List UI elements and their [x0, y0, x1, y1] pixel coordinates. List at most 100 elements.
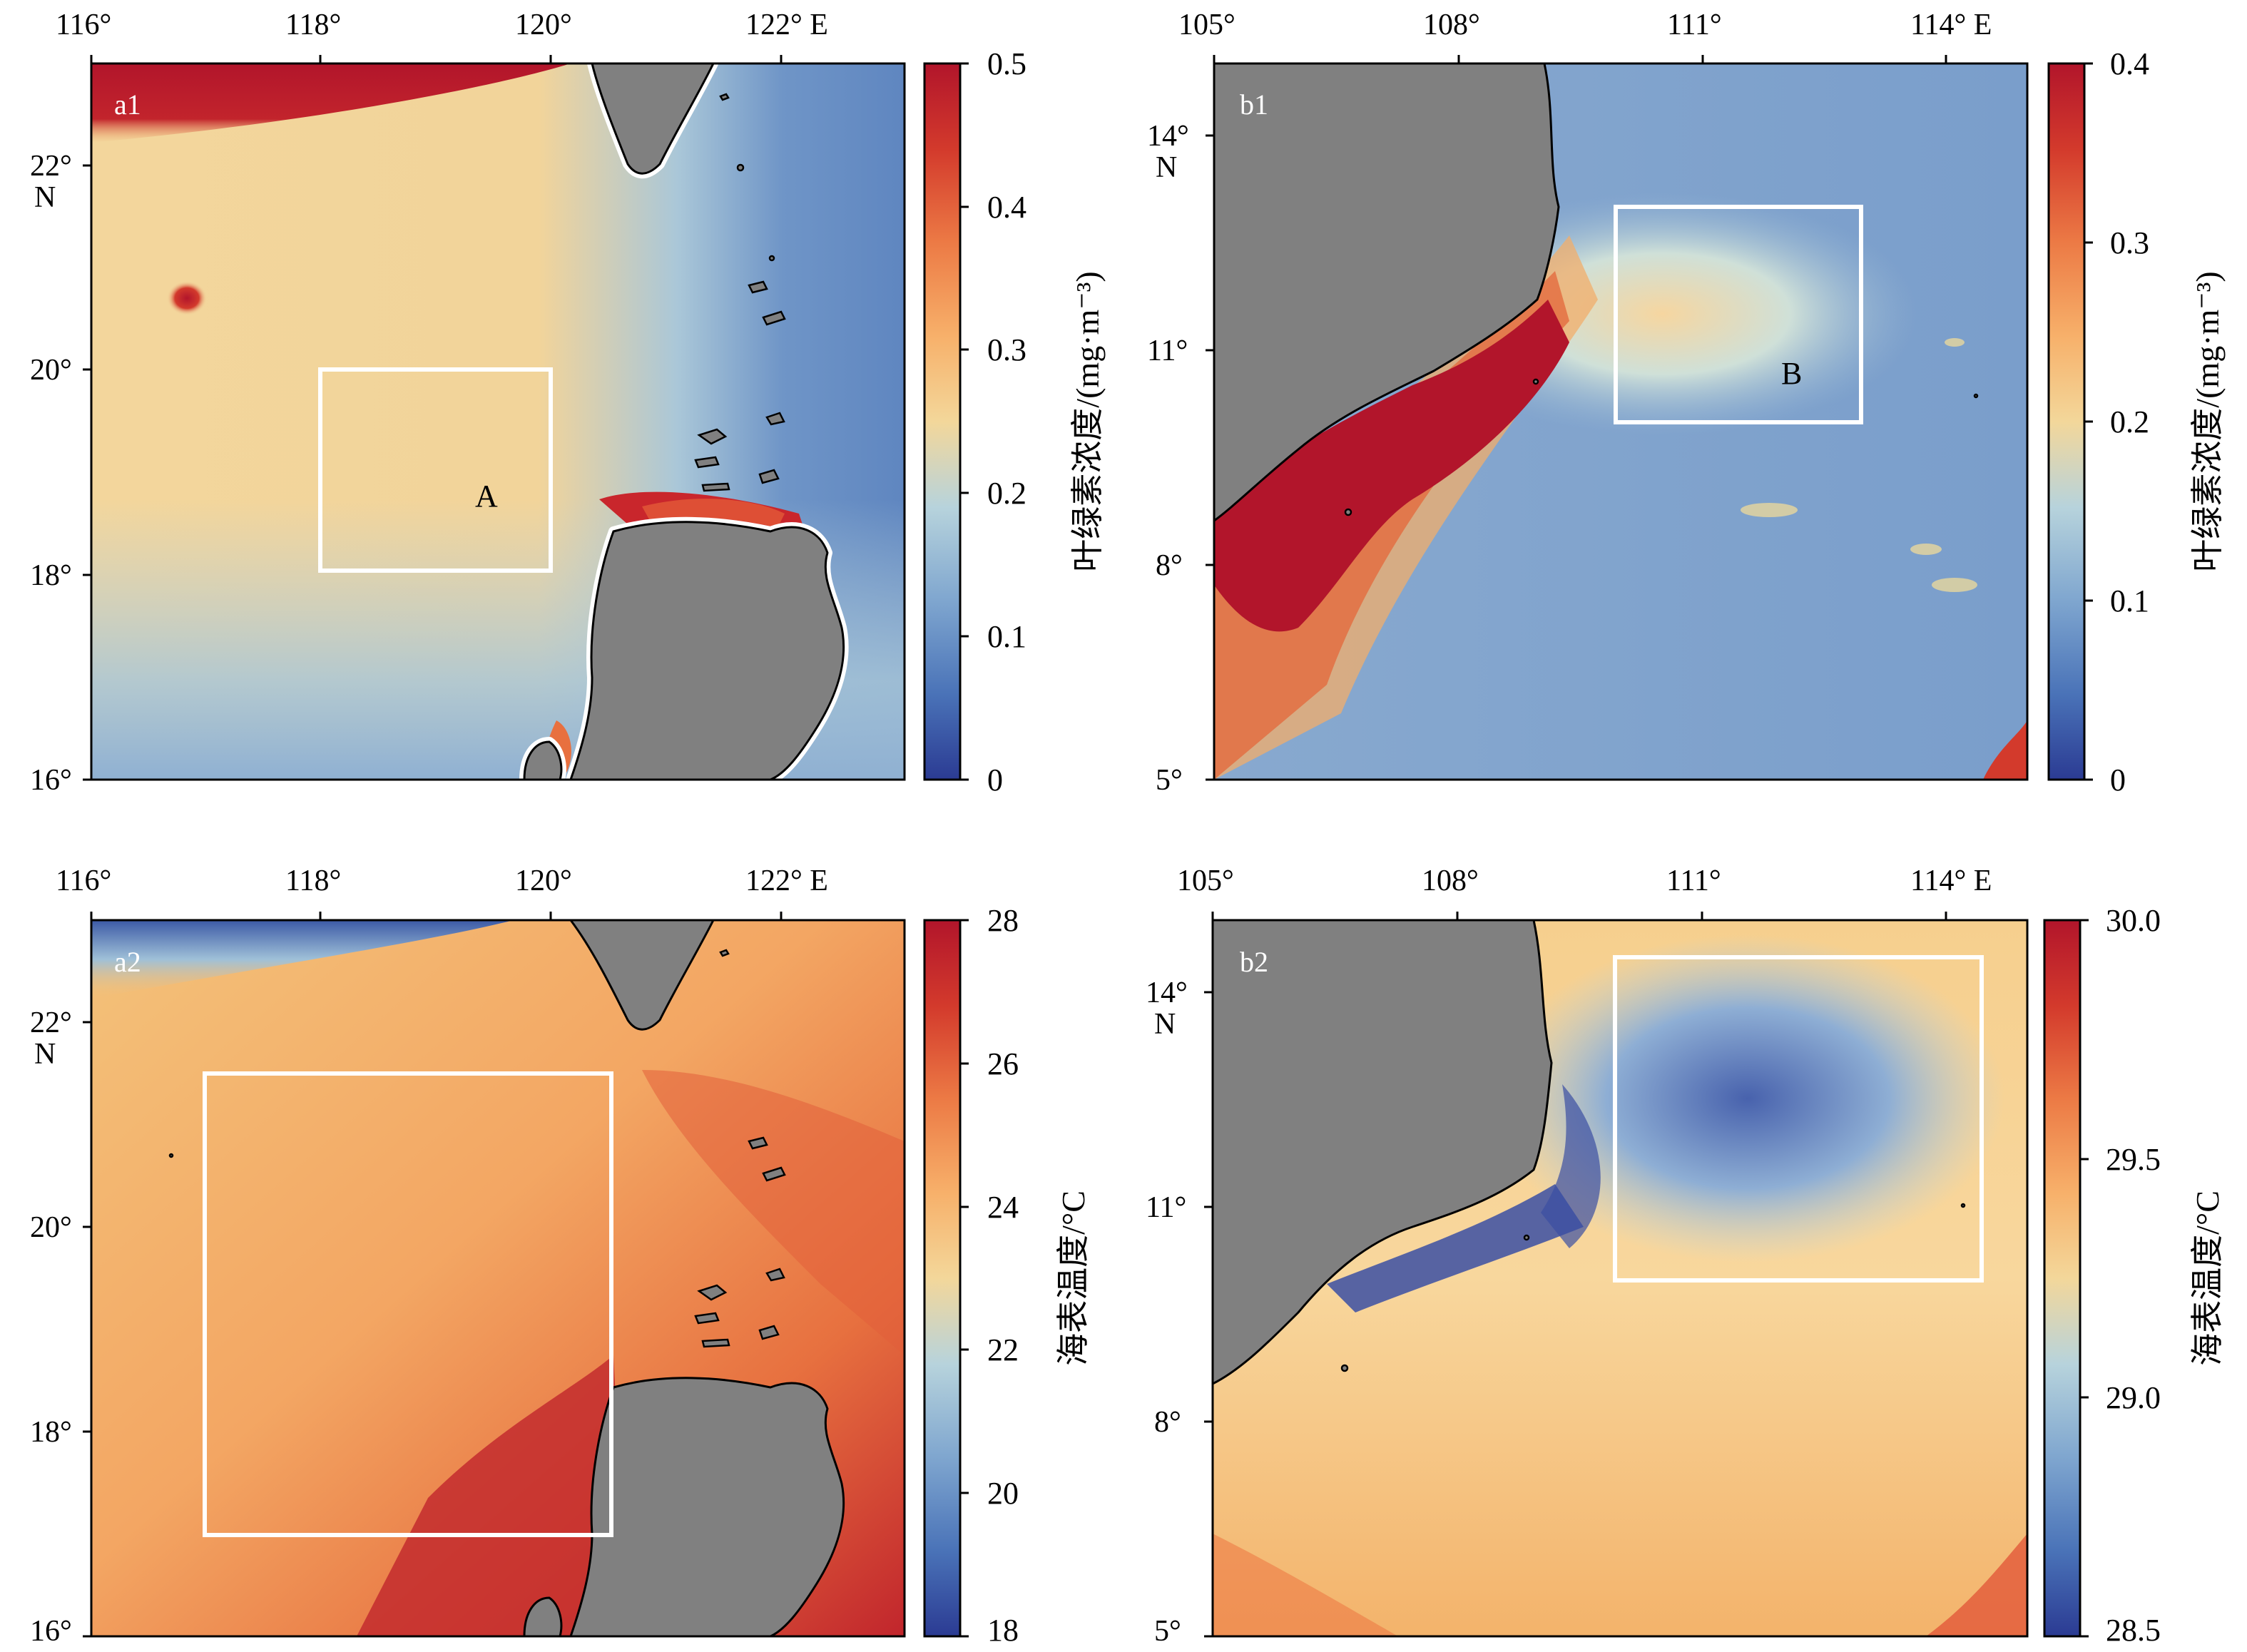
colorbar-tick: 0.5	[987, 46, 1026, 81]
lon-tick-label: 108°	[1422, 865, 1479, 897]
islands-b1	[1344, 378, 1979, 516]
colorbar-b2: 30.0 29.5 29.0 28.5 海表温度/°C	[2043, 903, 2226, 1648]
lat-tick-label: 16°	[30, 1615, 72, 1648]
islands-a2	[168, 949, 786, 1348]
colorbar-tick: 0.1	[2110, 583, 2149, 618]
map-frame-b1	[1213, 62, 2029, 781]
colorbar-tick: 30.0	[2106, 903, 2161, 938]
colorbar-tick: 0	[987, 763, 1003, 797]
lon-tick-label: 111°	[1666, 865, 1721, 897]
lon-ticks-a1: 116° 118° 120° 122° E	[56, 9, 828, 63]
lon-ticks-a2: 116° 118° 120° 122° E	[56, 865, 828, 920]
colorbar-tick: 18	[987, 1613, 1019, 1648]
study-box-b	[1614, 205, 1863, 424]
colorbar-title: 海表温度/°C	[1055, 1190, 1091, 1366]
map-frame-a1	[90, 62, 906, 781]
lat-ticks-a1: 22° N 20° 18° 16°	[30, 150, 91, 797]
panel-label-b2: b2	[1240, 946, 1268, 978]
colorbar-tick: 0.3	[2110, 225, 2149, 260]
colorbar-tick: 0.1	[987, 619, 1026, 654]
colorbar-tick: 0.4	[987, 190, 1026, 225]
lon-tick-label: 118°	[285, 865, 341, 897]
panel-a2: a2 116° 118° 120° 122° E 22° N 20° 18° 1…	[30, 865, 1091, 1648]
colorbar-tick: 29.0	[2106, 1380, 2161, 1415]
lat-ticks-b1: 14° N 11° 8° 5°	[1147, 120, 1214, 797]
lat-tick-label: 22°	[30, 1006, 72, 1039]
colorbar-a2: 28 26 24 22 20 18 海表温度/°C	[923, 903, 1091, 1648]
land-indochina	[1211, 919, 1553, 1386]
lat-hemisphere-label: N	[1156, 151, 1177, 184]
lon-tick-label: 120°	[515, 9, 572, 41]
lat-tick-label: 18°	[30, 559, 72, 592]
lat-tick-label: 14°	[1146, 977, 1188, 1009]
colorbar-tick: 24	[987, 1190, 1019, 1225]
land-luzon	[569, 521, 845, 781]
colorbar-tick: 29.5	[2106, 1142, 2161, 1177]
lon-tick-label: 114° E	[1910, 865, 1992, 897]
lon-tick-label: 111°	[1667, 9, 1722, 41]
lon-tick-label: 116°	[56, 9, 111, 41]
box-label-a: A	[475, 479, 498, 514]
lat-tick-label: 20°	[30, 1211, 72, 1244]
colorbar-a1: 0.5 0.4 0.3 0.2 0.1 0 叶绿素浓度/(mg·m⁻³)	[923, 46, 1106, 797]
lon-tick-label: 108°	[1423, 9, 1480, 41]
colorbar-title: 叶绿素浓度/(mg·m⁻³)	[1069, 271, 1106, 571]
map-frame-b2	[1211, 919, 2029, 1638]
lon-ticks-b1: 105° 108° 111° 114° E	[1178, 9, 1992, 63]
lat-tick-label: 18°	[30, 1416, 72, 1449]
colorbar-tick: 0.2	[987, 476, 1026, 511]
colorbar-tick: 0.3	[987, 332, 1026, 367]
islands-a1	[694, 93, 786, 492]
colorbar-tick: 0.2	[2110, 404, 2149, 439]
colorbar-title: 海表温度/°C	[2189, 1190, 2226, 1366]
panel-a1: A a1 116° 118° 120° 122° E 22° N 20° 18°…	[30, 9, 1106, 797]
lon-tick-label: 105°	[1178, 9, 1235, 41]
lat-tick-label: 5°	[1156, 764, 1183, 797]
lat-tick-label: 11°	[1147, 335, 1188, 367]
lat-tick-label: 22°	[30, 150, 72, 183]
lat-tick-label: 8°	[1156, 549, 1183, 582]
colorbar-tick: 0	[2110, 763, 2126, 797]
map-frame-a2	[90, 919, 906, 1638]
lat-ticks-b2: 14° N 11° 8° 5°	[1146, 977, 1213, 1648]
coastal-bloom-b1	[1214, 300, 1569, 632]
lat-hemisphere-label: N	[1154, 1008, 1176, 1041]
colorbar-tick: 28.5	[2106, 1613, 2161, 1648]
colorbar-tick: 28	[987, 903, 1019, 938]
panel-b1: B b1 105° 108° 111° 114° E 14° N 11° 8° …	[1147, 9, 2226, 797]
lat-hemisphere-label: N	[34, 181, 56, 214]
lon-tick-label: 105°	[1177, 865, 1234, 897]
lon-tick-label: 122° E	[745, 9, 828, 41]
land-taiwan	[569, 919, 715, 1031]
colorbar-tick: 20	[987, 1476, 1019, 1511]
panel-label-b1: b1	[1240, 88, 1268, 121]
lon-tick-label: 114° E	[1910, 9, 1992, 41]
lon-ticks-b2: 105° 108° 111° 114° E	[1177, 865, 1992, 920]
study-box-a	[318, 367, 553, 573]
lat-tick-label: 20°	[30, 354, 72, 387]
panel-label-a1: a1	[114, 88, 141, 121]
study-box-a2	[203, 1071, 613, 1537]
lon-tick-label: 116°	[56, 865, 111, 897]
colorbar-tick: 26	[987, 1046, 1019, 1081]
colorbar-tick: 0.4	[2110, 46, 2149, 81]
colorbar-title: 叶绿素浓度/(mg·m⁻³)	[2189, 271, 2226, 571]
box-label-b: B	[1781, 356, 1802, 391]
study-box-b2	[1613, 955, 1984, 1283]
lat-ticks-a2: 22° N 20° 18° 16°	[30, 1006, 91, 1648]
panel-label-a2: a2	[114, 946, 141, 978]
colorbar-b1: 0.4 0.3 0.2 0.1 0 叶绿素浓度/(mg·m⁻³)	[2047, 46, 2226, 797]
lat-hemisphere-label: N	[34, 1038, 56, 1071]
panel-b2: b2 105° 108° 111° 114° E 14° N 11° 8° 5°	[1146, 865, 2226, 1648]
colorbar-tick: 22	[987, 1332, 1019, 1367]
lat-tick-label: 14°	[1147, 120, 1189, 153]
lon-tick-label: 120°	[515, 865, 572, 897]
lon-tick-label: 122° E	[745, 865, 828, 897]
lon-tick-label: 118°	[285, 9, 341, 41]
lat-tick-label: 11°	[1146, 1191, 1186, 1224]
islands-b2	[1340, 1203, 1966, 1372]
land-indochina	[1213, 62, 1560, 523]
lat-tick-label: 5°	[1154, 1615, 1181, 1648]
lat-tick-label: 16°	[30, 764, 72, 797]
